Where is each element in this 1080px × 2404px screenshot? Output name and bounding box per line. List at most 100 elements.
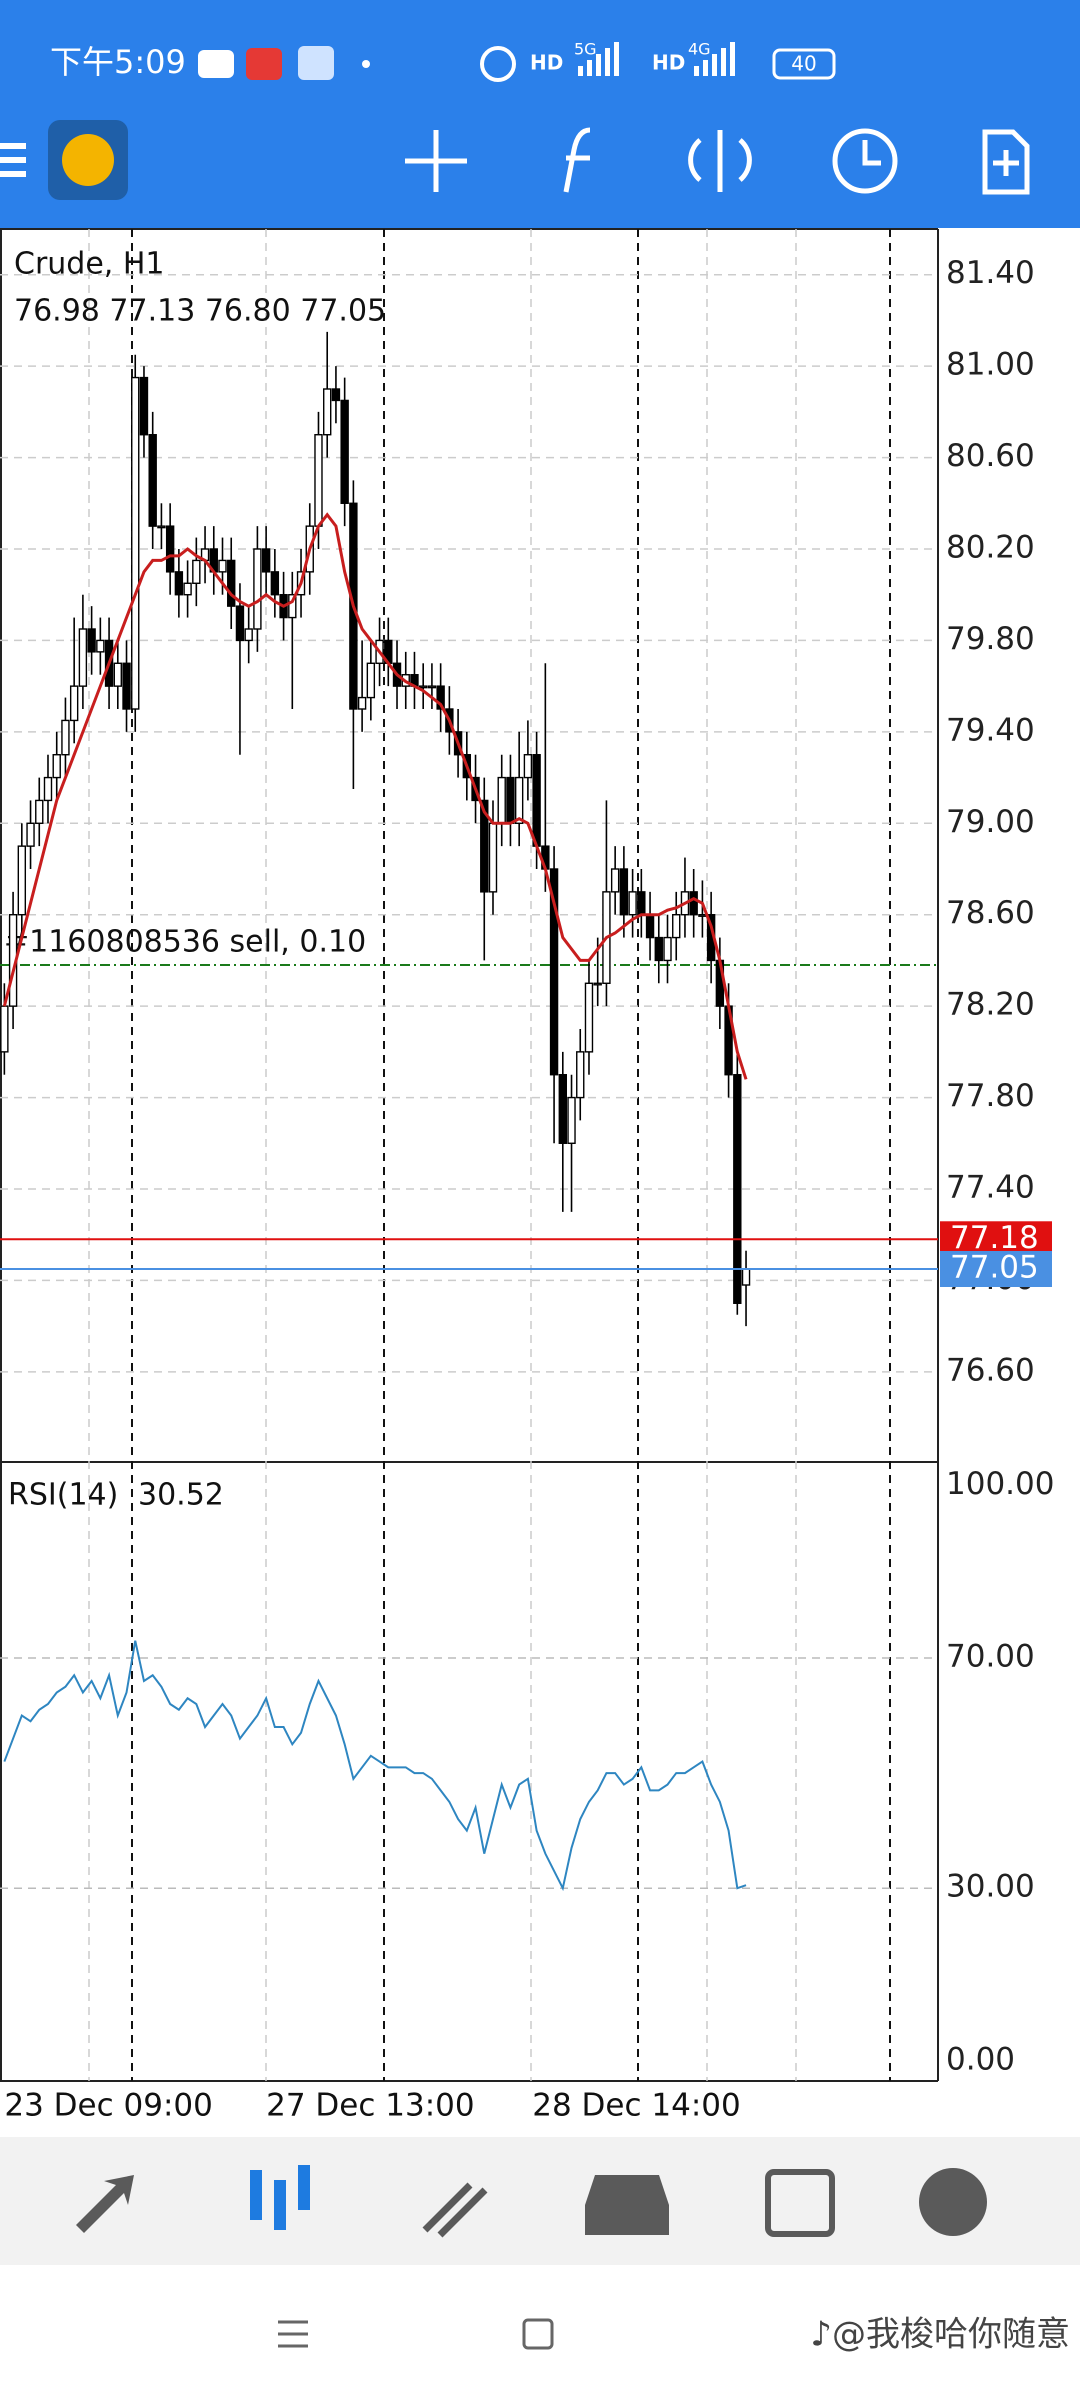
ohlc-info: 76.98 77.13 76.80 77.05 [14, 294, 386, 329]
indicator-title: RSI(14) [8, 1478, 118, 1513]
candle-body [619, 868, 629, 916]
candle-body [192, 559, 201, 584]
alarm-icon [480, 46, 516, 82]
history-button[interactable] [832, 128, 898, 194]
order-label: #1160808536 sell, 0.10 [4, 925, 366, 960]
candle-body [113, 662, 122, 687]
candle-body [523, 754, 533, 779]
candle-body [672, 914, 681, 939]
y-tick-label: 81.40 [946, 255, 1035, 291]
history-tab[interactable] [585, 2175, 669, 2235]
candle-body [87, 628, 96, 653]
period-separators [131, 229, 891, 2081]
status-indicator: 4G [688, 40, 711, 59]
candle-body [436, 685, 445, 710]
watermark: ♪@我梭哈你随意 [810, 2315, 1070, 2355]
candle-body [637, 891, 646, 916]
bottom-nav [0, 2137, 1080, 2265]
candle-body [488, 822, 498, 893]
candle-body [689, 891, 698, 916]
status-indicator: HD [652, 51, 685, 75]
candle-body [183, 582, 192, 596]
status-time: 下午5:09 [50, 43, 186, 81]
candle-body [131, 376, 140, 710]
bottom-nav-icons [76, 2165, 987, 2238]
candle-body [139, 376, 149, 436]
candle-body [174, 571, 184, 596]
candle-body [17, 845, 27, 916]
candle-body [0, 1005, 9, 1053]
nav-menu[interactable] [278, 2320, 308, 2348]
news-tab[interactable] [765, 2169, 835, 2237]
candle-body [52, 754, 61, 779]
y-tick-label: 78.60 [946, 895, 1035, 931]
candle-body [610, 868, 620, 893]
candle-body [235, 605, 245, 642]
quotes-tab[interactable] [76, 2175, 134, 2233]
y-tick-label: 77.80 [946, 1078, 1035, 1114]
battery [772, 48, 836, 80]
candle-body [244, 628, 253, 642]
y-tick-label: 80.20 [946, 530, 1035, 566]
candle-body [366, 662, 376, 699]
price-box [940, 1251, 1052, 1287]
candle-body [532, 754, 541, 847]
chat-tab[interactable] [919, 2168, 987, 2236]
candle-body [480, 799, 489, 893]
candle-body [628, 891, 637, 916]
candle-body [340, 399, 349, 504]
candle-body [497, 776, 506, 824]
trade-tab[interactable] [422, 2182, 488, 2238]
chart-frame [0, 228, 939, 2082]
vertical-grid [88, 229, 797, 2081]
candle-body [427, 685, 437, 689]
candle-body [418, 685, 428, 689]
indicator-value: 30.52 [138, 1478, 224, 1513]
price-label: 77.05 [950, 1250, 1039, 1286]
y-tick-label: 100.00 [946, 1466, 1054, 1502]
candle-body [288, 594, 297, 619]
status-icon [246, 48, 282, 80]
battery-level: 40 [791, 52, 816, 76]
candle-body [270, 571, 280, 596]
candle-body [253, 548, 262, 630]
candle-body [506, 776, 515, 824]
menu-button[interactable] [0, 143, 26, 177]
candle-body [331, 388, 341, 402]
indicators-button[interactable] [563, 127, 591, 193]
candle-body [43, 776, 53, 802]
y-tick-label: 79.00 [946, 804, 1035, 840]
y-tick-label: 79.80 [946, 621, 1035, 657]
candle-body [549, 868, 559, 1076]
price-label: 77.18 [950, 1220, 1039, 1256]
crosshair-button[interactable] [405, 130, 467, 192]
status-icon [198, 50, 234, 78]
y-tick-label: 0.00 [946, 2041, 1015, 2077]
y-tick-label: 79.40 [946, 712, 1035, 748]
candle-body [96, 639, 105, 653]
y-tick-label: 77.40 [946, 1170, 1035, 1206]
candle-body [148, 434, 157, 527]
candle-body [514, 776, 524, 824]
new-order-button[interactable] [982, 129, 1030, 195]
app-header [0, 0, 1080, 228]
status-indicator: 5G [574, 40, 597, 59]
candle-body [227, 559, 236, 607]
y-tick-label: 80.60 [946, 438, 1035, 474]
y-tick-label: 78.20 [946, 987, 1035, 1023]
nav-home[interactable] [522, 2318, 554, 2350]
candle-body [157, 525, 166, 529]
x-tick-label: 27 Dec 13:00 [266, 2088, 474, 2124]
status-icon [298, 46, 334, 80]
candle-body [26, 822, 35, 847]
chart-tab[interactable] [250, 2165, 310, 2230]
app-logo-mark [62, 134, 114, 186]
candle-body [645, 914, 655, 939]
candle-body [654, 936, 663, 962]
candle-body [698, 914, 707, 917]
moving-average [2, 512, 748, 1080]
signal-bars [578, 42, 735, 76]
trade-button[interactable] [688, 130, 752, 192]
y-tick-label: 70.00 [946, 1638, 1035, 1674]
